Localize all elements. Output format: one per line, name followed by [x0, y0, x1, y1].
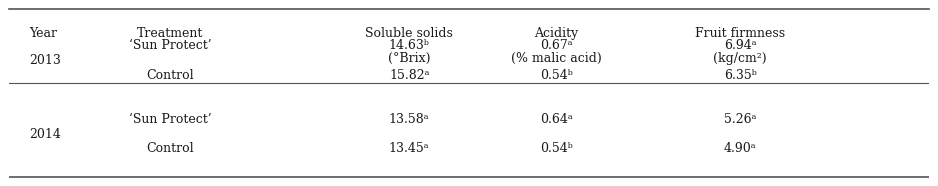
Text: 2014: 2014	[30, 128, 62, 141]
Text: 13.45ᵃ: 13.45ᵃ	[389, 142, 430, 155]
Text: 4.90ᵃ: 4.90ᵃ	[724, 142, 756, 155]
Text: Acidity: Acidity	[535, 27, 579, 40]
Text: 14.63ᵇ: 14.63ᵇ	[389, 39, 430, 52]
Text: 6.35ᵇ: 6.35ᵇ	[724, 69, 757, 82]
Text: 0.67ᵃ: 0.67ᵃ	[540, 39, 572, 52]
Text: Fruit firmness: Fruit firmness	[695, 27, 785, 40]
Text: ‘Sun Protect’: ‘Sun Protect’	[129, 113, 212, 126]
Text: Treatment: Treatment	[137, 27, 204, 40]
Text: Control: Control	[146, 142, 194, 155]
Text: 0.54ᵇ: 0.54ᵇ	[540, 142, 573, 155]
Text: 13.58ᵃ: 13.58ᵃ	[389, 113, 430, 126]
Text: (kg/cm²): (kg/cm²)	[714, 52, 767, 65]
Text: 0.64ᵃ: 0.64ᵃ	[540, 113, 573, 126]
Text: 15.82ᵃ: 15.82ᵃ	[389, 69, 430, 82]
Text: (°Brix): (°Brix)	[388, 52, 431, 65]
Text: 6.94ᵃ: 6.94ᵃ	[724, 39, 756, 52]
Text: Control: Control	[146, 69, 194, 82]
Text: Soluble solids: Soluble solids	[365, 27, 453, 40]
Text: Year: Year	[30, 27, 57, 40]
Text: 5.26ᵃ: 5.26ᵃ	[724, 113, 756, 126]
Text: 2013: 2013	[30, 54, 62, 67]
Text: (% malic acid): (% malic acid)	[511, 52, 601, 65]
Text: 0.54ᵇ: 0.54ᵇ	[540, 69, 573, 82]
Text: ‘Sun Protect’: ‘Sun Protect’	[129, 39, 212, 52]
